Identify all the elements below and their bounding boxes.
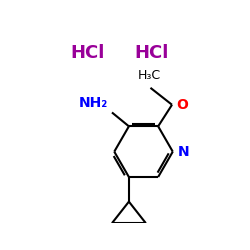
Text: HCl: HCl (70, 44, 104, 62)
Text: NH₂: NH₂ (79, 96, 108, 110)
Text: O: O (177, 98, 188, 112)
Text: H₃C: H₃C (137, 69, 160, 82)
Text: HCl: HCl (134, 44, 168, 62)
Text: N: N (178, 145, 190, 159)
